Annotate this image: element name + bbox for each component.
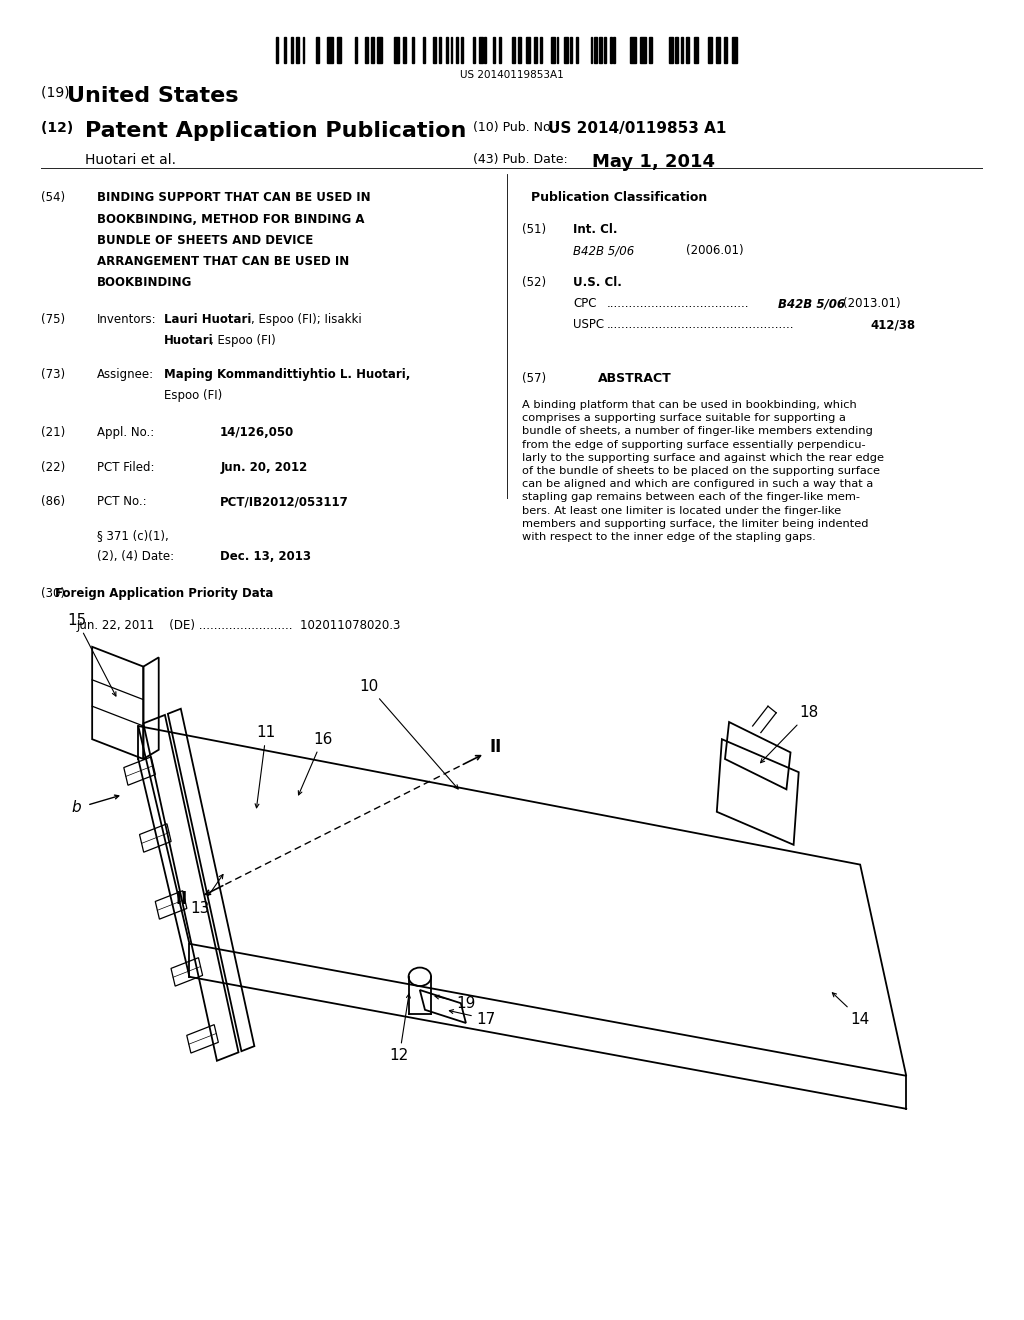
Text: 16: 16 [298, 731, 332, 795]
Text: B42B 5/06: B42B 5/06 [573, 244, 635, 257]
Text: (52): (52) [522, 276, 547, 289]
Text: 13: 13 [190, 875, 223, 916]
Text: 14/126,050: 14/126,050 [220, 426, 295, 440]
Text: ......................................: ...................................... [607, 297, 750, 310]
Text: 14: 14 [833, 993, 869, 1027]
Text: United States: United States [67, 86, 238, 106]
Text: II: II [489, 738, 502, 756]
Text: (2), (4) Date:: (2), (4) Date: [97, 550, 174, 564]
Text: B42B 5/06: B42B 5/06 [778, 297, 845, 310]
Text: , Espoo (FI); Iisakki: , Espoo (FI); Iisakki [251, 313, 361, 326]
Text: BOOKBINDING, METHOD FOR BINDING A: BOOKBINDING, METHOD FOR BINDING A [97, 213, 365, 226]
Text: BUNDLE OF SHEETS AND DEVICE: BUNDLE OF SHEETS AND DEVICE [97, 234, 313, 247]
Text: A binding platform that can be used in bookbinding, which
comprises a supporting: A binding platform that can be used in b… [522, 400, 885, 543]
Text: 412/38: 412/38 [870, 318, 915, 331]
Text: 15: 15 [68, 612, 116, 696]
Text: , Espoo (FI): , Espoo (FI) [210, 334, 275, 347]
Text: (10) Pub. No.:: (10) Pub. No.: [473, 121, 559, 135]
Text: (2013.01): (2013.01) [843, 297, 900, 310]
Text: (2006.01): (2006.01) [686, 244, 743, 257]
Text: (57): (57) [522, 372, 547, 385]
Text: (86): (86) [41, 495, 66, 508]
Text: Foreign Application Priority Data: Foreign Application Priority Data [54, 587, 273, 601]
Text: 10: 10 [359, 678, 458, 789]
Text: (73): (73) [41, 368, 66, 381]
Text: Dec. 13, 2013: Dec. 13, 2013 [220, 550, 311, 564]
Text: (30): (30) [41, 587, 65, 601]
Text: 12: 12 [390, 994, 411, 1064]
Text: Espoo (FI): Espoo (FI) [164, 389, 222, 403]
Text: May 1, 2014: May 1, 2014 [592, 153, 715, 172]
Text: (12): (12) [41, 121, 78, 136]
Text: 19: 19 [435, 995, 475, 1011]
Text: Huotari: Huotari [164, 334, 213, 347]
Text: Assignee:: Assignee: [97, 368, 155, 381]
Text: § 371 (c)(1),: § 371 (c)(1), [97, 529, 169, 543]
Text: Appl. No.:: Appl. No.: [97, 426, 155, 440]
Text: II: II [176, 890, 188, 908]
Text: Huotari et al.: Huotari et al. [85, 153, 176, 168]
Text: (51): (51) [522, 223, 547, 236]
Text: ..................................................: ........................................… [607, 318, 795, 331]
Text: 17: 17 [450, 1010, 496, 1027]
Text: (54): (54) [41, 191, 66, 205]
Text: Jun. 20, 2012: Jun. 20, 2012 [220, 461, 307, 474]
Text: (22): (22) [41, 461, 66, 474]
Text: Jun. 22, 2011    (DE) .........................  102011078020.3: Jun. 22, 2011 (DE) .....................… [77, 619, 401, 632]
Text: U.S. Cl.: U.S. Cl. [573, 276, 623, 289]
Text: Maping Kommandittiyhtio L. Huotari,: Maping Kommandittiyhtio L. Huotari, [164, 368, 411, 381]
Text: 18: 18 [761, 705, 818, 763]
Text: Patent Application Publication: Patent Application Publication [85, 121, 466, 141]
Text: ABSTRACT: ABSTRACT [598, 372, 672, 385]
Text: Int. Cl.: Int. Cl. [573, 223, 617, 236]
Text: Lauri Huotari: Lauri Huotari [164, 313, 251, 326]
Text: (75): (75) [41, 313, 66, 326]
Text: US 2014/0119853 A1: US 2014/0119853 A1 [548, 121, 726, 136]
Text: US 20140119853A1: US 20140119853A1 [460, 70, 564, 81]
Text: PCT/IB2012/053117: PCT/IB2012/053117 [220, 495, 349, 508]
Text: PCT No.:: PCT No.: [97, 495, 146, 508]
Text: ARRANGEMENT THAT CAN BE USED IN: ARRANGEMENT THAT CAN BE USED IN [97, 255, 349, 268]
Text: PCT Filed:: PCT Filed: [97, 461, 155, 474]
Text: BOOKBINDING: BOOKBINDING [97, 276, 193, 289]
Text: Inventors:: Inventors: [97, 313, 157, 326]
Text: (21): (21) [41, 426, 66, 440]
Text: b: b [72, 800, 81, 814]
Text: 11: 11 [255, 725, 275, 808]
Text: BINDING SUPPORT THAT CAN BE USED IN: BINDING SUPPORT THAT CAN BE USED IN [97, 191, 371, 205]
Text: (19): (19) [41, 86, 74, 100]
Text: USPC: USPC [573, 318, 604, 331]
Text: (43) Pub. Date:: (43) Pub. Date: [473, 153, 568, 166]
Text: Publication Classification: Publication Classification [531, 191, 708, 205]
Text: CPC: CPC [573, 297, 597, 310]
